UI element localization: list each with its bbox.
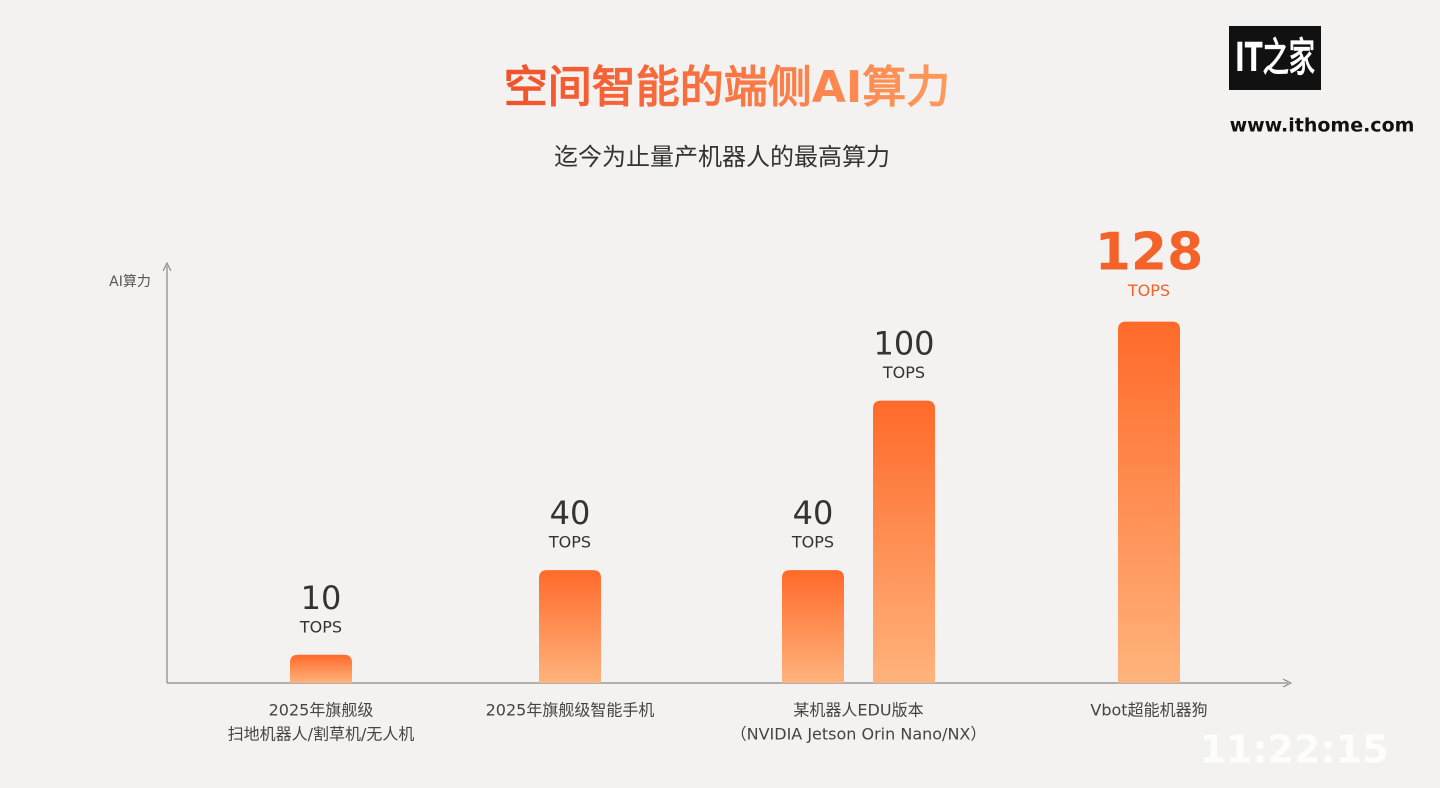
value-unit: TOPS <box>1127 281 1170 300</box>
x-tick-label: 2025年旗舰级 <box>269 701 374 720</box>
bar <box>539 570 601 683</box>
value-label: 40 <box>793 494 834 532</box>
bar <box>782 570 844 683</box>
x-tick-label: 2025年旗舰级智能手机 <box>486 701 655 720</box>
value-label: 100 <box>873 325 934 363</box>
value-unit: TOPS <box>548 533 591 552</box>
plot: 10TOPS2025年旗舰级扫地机器人/割草机/无人机40TOPS2025年旗舰… <box>228 223 1208 744</box>
value-unit: TOPS <box>882 363 925 382</box>
x-tick-label: 扫地机器人/割草机/无人机 <box>228 725 415 744</box>
x-tick-label: Vbot超能机器狗 <box>1090 701 1207 720</box>
bar <box>873 400 935 683</box>
value-unit: TOPS <box>791 533 834 552</box>
chart-title: 空间智能的端侧AI算力 <box>504 62 950 113</box>
watermark-url: www.ithome.com <box>1230 115 1415 137</box>
timestamp: 11:22:15 <box>1199 728 1388 772</box>
value-label: 128 <box>1095 223 1204 283</box>
chart-subtitle: 迄今为止量产机器人的最高算力 <box>554 143 890 171</box>
x-tick-label: 某机器人EDU版本 <box>793 701 923 720</box>
value-label: 10 <box>301 579 342 617</box>
value-label: 40 <box>550 494 591 532</box>
value-unit: TOPS <box>299 617 342 636</box>
bar <box>1118 321 1180 683</box>
x-tick-label: （NVIDIA Jetson Orin Nano/NX） <box>731 725 987 744</box>
logo-box <box>1229 26 1321 90</box>
y-axis-label: AI算力 <box>109 274 151 290</box>
logo: IT之家 <box>1235 35 1315 81</box>
bar <box>290 654 352 683</box>
